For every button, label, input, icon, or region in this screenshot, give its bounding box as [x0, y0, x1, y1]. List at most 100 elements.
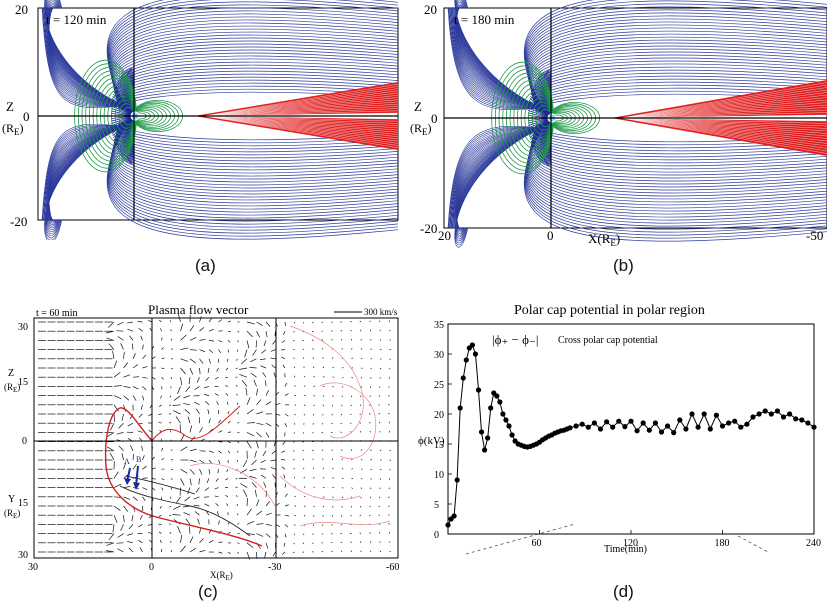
data-point — [707, 426, 713, 432]
xtick-0: 0 — [149, 562, 154, 573]
data-point — [652, 420, 658, 426]
z-unit-sub: E — [13, 386, 17, 394]
data-point — [787, 411, 793, 417]
data-point — [475, 387, 482, 393]
legend-formula: |ϕ₊ − ϕ₋| — [492, 332, 538, 347]
scale-label: 300 km/s — [364, 307, 398, 317]
data-point — [454, 477, 460, 483]
axis-unit: (R — [410, 121, 422, 135]
data-point — [503, 417, 509, 423]
data-point — [472, 351, 479, 357]
x-tick-label: 180 — [715, 538, 730, 549]
chart-title: Polar cap potential in polar region — [514, 303, 705, 318]
ytick-15-bottom: 15 — [18, 498, 28, 509]
data-point — [799, 417, 805, 423]
data-point — [689, 411, 695, 417]
data-point — [497, 399, 503, 405]
data-point — [494, 393, 500, 399]
data-point — [713, 412, 719, 418]
data-point — [482, 447, 488, 453]
data-point — [738, 424, 744, 430]
data-point — [701, 411, 707, 417]
data-point — [616, 418, 622, 424]
data-point — [451, 513, 457, 519]
data-point — [585, 424, 591, 430]
y-unit-close: ) — [17, 508, 20, 518]
svg-text:A: A — [124, 457, 130, 466]
y-tick-label: 35 — [434, 320, 444, 331]
x-tick-label: 120 — [623, 538, 638, 549]
panel-d: Polar cap potential in polar region 0 5 10… — [410, 296, 827, 612]
svg-text:(RE): (RE) — [4, 508, 20, 520]
x-axis-label: Time(min) — [604, 544, 647, 555]
data-point — [695, 424, 701, 430]
marker-a: A — [124, 457, 131, 485]
tick-minus-20: -20 — [10, 214, 27, 229]
xtick-minus-30: -30 — [268, 562, 281, 573]
field-line-plot-a: t = 120 min Z (RE) 20 0 -20 — [2, 0, 399, 243]
caption-a: (a) — [195, 256, 216, 275]
caption-b: (b) — [613, 256, 634, 275]
x-tick-label: 240 — [806, 538, 821, 549]
x-axis-label-close: ) — [230, 570, 233, 580]
data-point — [460, 375, 466, 381]
y-axis-label: ϕ(kV) — [418, 435, 445, 447]
x-axis-label: X(R — [588, 231, 611, 246]
xtick-minus-60: -60 — [386, 562, 399, 573]
data-point — [658, 429, 665, 435]
y-unit-sub: E — [13, 512, 17, 520]
data-point — [579, 421, 585, 427]
axis-unit-close: ) — [428, 121, 432, 135]
data-point — [683, 426, 689, 432]
panel-a: t = 120 min Z (RE) 20 0 -20 (a) — [0, 0, 410, 280]
x-tick-label: 60 — [532, 538, 542, 549]
tick-0: 0 — [23, 109, 30, 124]
data-point — [780, 414, 787, 420]
y-tick-label: 15 — [434, 440, 444, 451]
data-point — [793, 416, 799, 422]
data-point — [604, 419, 610, 425]
data-point — [597, 426, 604, 432]
legend-label: Cross polar cap potential — [558, 335, 658, 346]
xtick-0: 0 — [547, 228, 554, 243]
data-point — [634, 428, 640, 434]
axis-unit-sub: E — [422, 127, 428, 137]
data-point — [469, 342, 475, 348]
y-unit: (R — [4, 508, 13, 518]
data-point — [500, 411, 506, 417]
y-tick-label: 10 — [434, 470, 444, 481]
caption-c: (c) — [198, 582, 218, 601]
ytick-30-bottom: 30 — [18, 550, 28, 561]
x-axis-label-sub: E — [610, 238, 616, 248]
svg-text:(RE): (RE) — [410, 121, 432, 137]
data-point — [622, 424, 628, 430]
data-point — [640, 420, 646, 426]
time-label: t = 180 min — [454, 12, 515, 27]
polar-cap-chart: Polar cap potential in polar region 0 5 10… — [418, 303, 821, 555]
z-unit: (R — [4, 382, 13, 392]
data-point — [665, 423, 671, 429]
svg-text:X(RE): X(RE) — [588, 231, 620, 248]
y-tick-label: 30 — [434, 350, 444, 361]
tick-minus-20: -20 — [420, 221, 437, 236]
ytick-0: 0 — [22, 436, 27, 447]
svg-text:X(RE): X(RE) — [210, 570, 233, 582]
data-point — [768, 411, 774, 417]
caption-d: (d) — [613, 582, 634, 601]
panel-c: Plasma flow vector t = 60 min 300 km/s Z… — [0, 296, 410, 612]
axis-unit: (R — [2, 121, 14, 135]
data-point — [805, 420, 811, 426]
axis-unit-sub: E — [14, 127, 20, 137]
ytick-30-top: 30 — [18, 322, 28, 333]
data-point — [719, 423, 726, 429]
svg-text:B: B — [136, 455, 141, 464]
data-point — [628, 418, 634, 424]
z-unit-close: ) — [17, 382, 20, 392]
y-tick-label: 25 — [434, 380, 444, 391]
data-point — [591, 420, 597, 426]
axis-label: Z — [6, 99, 14, 114]
svg-text:(RE): (RE) — [2, 121, 24, 137]
panel-b: t = 180 min Z (RE) 20 0 -20 20 0 -50 X(R… — [410, 0, 827, 280]
data-point — [750, 414, 756, 420]
field-line-plot-b: t = 180 min Z (RE) 20 0 -20 20 0 -50 X(R… — [410, 0, 827, 248]
